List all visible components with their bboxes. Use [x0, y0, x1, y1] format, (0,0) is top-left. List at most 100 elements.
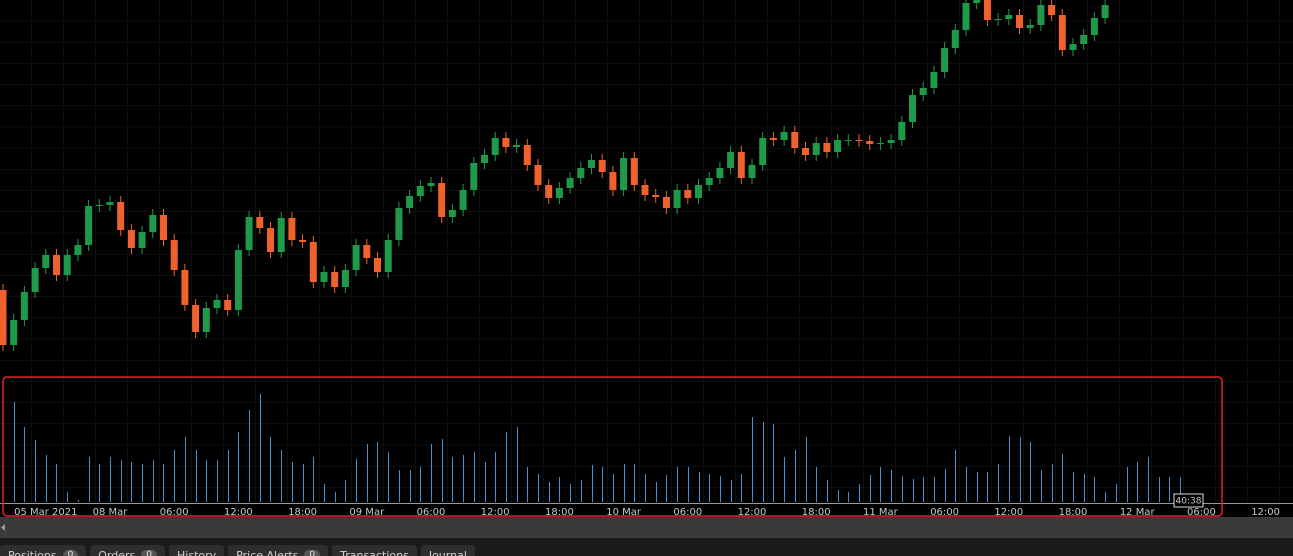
candle-body: [266, 228, 274, 252]
candle-body: [823, 143, 831, 152]
candle-body: [812, 143, 820, 155]
candle-body: [673, 190, 681, 208]
candle-body: [1005, 15, 1013, 19]
candle-body: [866, 141, 874, 144]
candle-body: [887, 140, 895, 143]
candle-body: [545, 185, 553, 198]
candle-body: [288, 218, 296, 240]
tab-label: History: [177, 548, 217, 556]
x-tick-label: 06:00: [160, 507, 189, 517]
tab-count: 0: [62, 550, 79, 556]
candle-body: [63, 255, 71, 275]
x-tick-label: 12 Mar: [1120, 507, 1156, 517]
candle-body: [588, 160, 596, 168]
candle-body: [941, 48, 949, 72]
candle-body: [202, 308, 210, 332]
candle-body: [1080, 35, 1088, 44]
candle-body: [170, 240, 178, 270]
x-tick-label: 05 Mar 2021: [14, 507, 77, 517]
candle-body: [898, 122, 906, 140]
x-tick-label: 18:00: [288, 507, 317, 517]
candle-body: [181, 270, 189, 305]
candle-body: [117, 202, 125, 230]
candle-body: [352, 245, 360, 270]
candle-body: [855, 140, 863, 141]
x-tick-label: 18:00: [545, 507, 574, 517]
candle-body: [652, 195, 660, 197]
countdown-box: [1173, 493, 1204, 508]
candle-body: [299, 240, 307, 242]
candle-body: [962, 3, 970, 30]
candle-body: [748, 165, 756, 178]
x-tick-label: 12:00: [1251, 507, 1280, 517]
candle-body: [85, 206, 93, 245]
candle-body: [620, 158, 628, 190]
candle-body: [598, 160, 606, 172]
tab[interactable]: Price Alerts 0: [228, 545, 329, 556]
candle-body: [31, 268, 39, 292]
candle-body: [1069, 44, 1077, 50]
candle-body: [1016, 15, 1024, 28]
bottom-panel: Positions 0 Orders 0 History Price Alerts 0 Tra…: [0, 517, 1293, 556]
highlight-box: [2, 376, 1223, 517]
scroll-left[interactable]: [0, 517, 8, 538]
candle-body: [459, 190, 467, 210]
candle-body: [42, 255, 50, 268]
candle-body: [481, 155, 489, 163]
tab[interactable]: Orders 0: [90, 545, 166, 556]
candle-body: [395, 208, 403, 240]
candle-body: [1048, 5, 1056, 15]
candle-body: [438, 183, 446, 217]
scrollbar[interactable]: [0, 517, 1293, 538]
candle-body: [684, 190, 692, 198]
candle-body: [1058, 15, 1066, 50]
tab[interactable]: Transactions: [332, 545, 417, 556]
candle-body: [630, 158, 638, 185]
candle-body: [149, 215, 157, 232]
grid: [0, 0, 1293, 503]
candle-body: [341, 270, 349, 287]
candle-body: [363, 245, 371, 258]
candle-body: [427, 183, 435, 186]
candle-body: [373, 258, 381, 272]
candle-body: [1101, 5, 1109, 18]
candle-body: [406, 196, 414, 208]
candle-body: [127, 230, 135, 248]
candle-body: [534, 165, 542, 185]
tab-label: Journal: [428, 548, 467, 556]
candle-body: [491, 138, 499, 155]
x-tick-label: 09 Mar: [349, 507, 385, 517]
x-tick-label: 12:00: [481, 507, 510, 517]
candle-body: [951, 30, 959, 48]
candle-body: [994, 19, 1002, 20]
candle-body: [416, 186, 424, 196]
tab[interactable]: Journal: [420, 545, 475, 556]
volume-plot: [14, 394, 1181, 502]
x-tick-label: 06:00: [1187, 507, 1216, 517]
x-tick-label: 06:00: [673, 507, 702, 517]
x-tick-label: 06:00: [417, 507, 446, 517]
candle-body: [213, 300, 221, 308]
countdown: 40:38: [1176, 497, 1202, 507]
x-tick-label: 06:00: [930, 507, 959, 517]
candle-body: [95, 205, 103, 206]
tab-count: 0: [141, 550, 158, 556]
candle-body: [320, 272, 328, 282]
candle-body: [234, 250, 242, 310]
candle-body: [844, 140, 852, 141]
candle-body: [448, 210, 456, 217]
x-tick-label: 12:00: [224, 507, 253, 517]
candle-body: [609, 172, 617, 190]
candle-body: [192, 305, 200, 332]
tab[interactable]: Positions 0: [0, 545, 87, 556]
x-tick-label: 18:00: [1059, 507, 1088, 517]
candle-body: [138, 232, 146, 248]
candle-body: [20, 292, 28, 320]
candle-body: [716, 168, 724, 178]
candle-body: [705, 178, 713, 185]
candle-body: [513, 145, 521, 147]
tab-label: Price Alerts: [236, 548, 299, 556]
candle-body: [919, 88, 927, 95]
tab[interactable]: History: [169, 545, 225, 556]
x-tick-label: 12:00: [738, 507, 767, 517]
